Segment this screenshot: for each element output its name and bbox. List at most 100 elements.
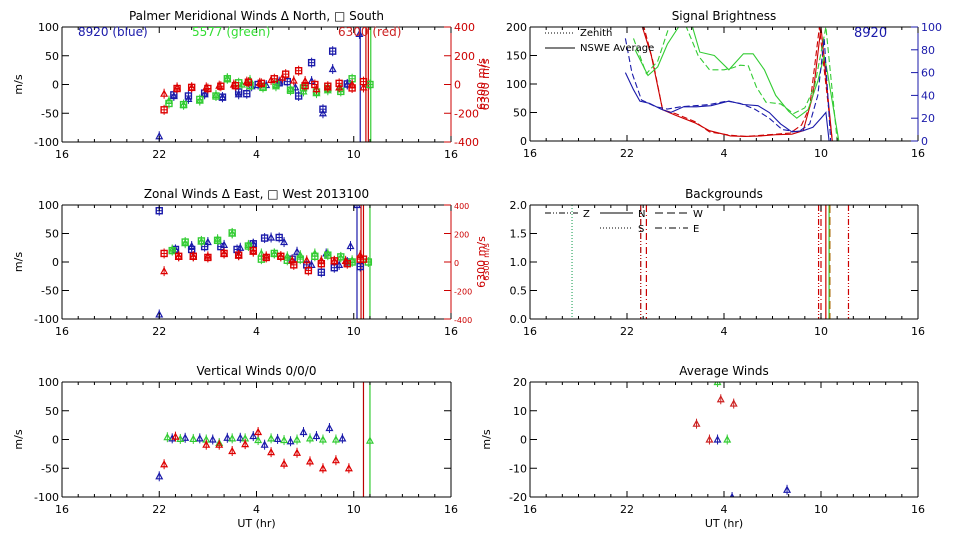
right-y-tick-label: -200 (454, 107, 479, 120)
right-y-tick-label: -400 (454, 316, 472, 325)
chart-title: Backgrounds (685, 187, 763, 201)
y-tick-label: 0.0 (510, 313, 528, 326)
x-tick-label: 4 (253, 325, 260, 338)
panel-zonal: Zonal Winds Δ East, □ West 2013100 16 22 4 1… (12, 187, 491, 338)
y-tick-label: 2.0 (510, 199, 528, 212)
x-tick-label: 4 (721, 325, 728, 338)
right-y-tick-label: 200 (454, 50, 475, 63)
y-tick-label: 0 (520, 135, 527, 148)
series-line (624, 38, 832, 141)
x-tick-label: 16 (523, 325, 537, 338)
y-tick-label: -100 (34, 136, 59, 149)
plot-area (155, 382, 374, 497)
left-axis-label: 6300 m/s (475, 236, 488, 288)
y-tick-label: 100 (38, 21, 59, 34)
panel-backgrounds: Backgrounds 16 22 4 10 16 2.0 1.5 1.0 0.5 0.0 6300 … (475, 187, 925, 338)
x-tick-label: 22 (152, 503, 166, 516)
right-y-tick-label: 60 (921, 67, 935, 80)
y-axis-label: m/s (12, 429, 25, 449)
y-tick-label: 0 (52, 256, 59, 269)
y-tick-label: -50 (41, 107, 59, 120)
legend-label: E (693, 224, 699, 235)
y-tick-label: 0 (52, 79, 59, 92)
chart-title: Average Winds (679, 364, 769, 378)
right-axis-label: 6300 m/s (479, 58, 492, 110)
series-line (634, 27, 840, 141)
x-axis-label: UT (hr) (237, 517, 275, 530)
chart-title: Zonal Winds Δ East, □ West 2013100 (144, 187, 369, 201)
x-tick-label: 4 (253, 148, 260, 161)
y-tick-label: -100 (34, 491, 59, 504)
x-tick-label: 10 (814, 147, 828, 160)
legend-label: S (638, 224, 644, 235)
y-tick-label: 50 (45, 50, 59, 63)
right-y-tick-label: 20 (921, 112, 935, 125)
y-tick-label: 20 (513, 376, 527, 389)
plot-area (692, 382, 792, 497)
x-tick-label: 22 (620, 503, 634, 516)
chart-title: Vertical Winds 0/0/0 (197, 364, 317, 378)
x-tick-label: 22 (620, 147, 634, 160)
x-tick-label: 16 (55, 503, 69, 516)
y-tick-label: -100 (34, 313, 59, 326)
right-y-tick-label: 80 (921, 44, 935, 57)
x-axis-label: UT (hr) (705, 517, 743, 530)
y-tick-label: 100 (38, 199, 59, 212)
x-tick-label: 4 (253, 503, 260, 516)
x-tick-label: 22 (152, 325, 166, 338)
y-tick-label: 0 (52, 434, 59, 447)
chart-title: Signal Brightness (672, 9, 777, 23)
x-tick-label: 4 (721, 503, 728, 516)
x-tick-label: 22 (152, 148, 166, 161)
right-y-tick-label: 200 (454, 231, 469, 240)
y-tick-label: 200 (506, 21, 527, 34)
series-line (624, 72, 830, 141)
legend-label: Zenith (580, 28, 612, 39)
y-axis-label: m/s (480, 429, 493, 449)
legend-label: Z (583, 209, 590, 220)
y-axis-label: m/s (12, 252, 25, 272)
annotation-label: 8920 (854, 26, 887, 41)
right-axis-label: 6300 m/s (482, 243, 491, 281)
x-tick-label: 16 (55, 148, 69, 161)
y-tick-label: 10 (513, 405, 527, 418)
x-tick-label: 16 (911, 503, 925, 516)
annotation-label: 5577 (green) (192, 25, 270, 39)
series-line (643, 27, 833, 141)
y-tick-label: 1.0 (510, 256, 528, 269)
x-tick-label: 16 (523, 503, 537, 516)
x-tick-label: 10 (814, 503, 828, 516)
y-tick-label: 1.5 (510, 228, 528, 241)
annotation-label: 8920 (blue) (78, 25, 148, 39)
y-tick-label: -10 (509, 462, 527, 475)
legend-label: N (638, 209, 645, 220)
y-tick-label: -50 (41, 462, 59, 475)
x-tick-label: 10 (347, 325, 361, 338)
y-tick-label: 50 (45, 228, 59, 241)
right-y-tick-label: 400 (454, 202, 469, 211)
x-tick-label: 16 (444, 503, 458, 516)
x-tick-label: 16 (55, 325, 69, 338)
x-tick-label: 10 (347, 148, 361, 161)
right-y-tick-label: 0 (454, 259, 459, 268)
x-tick-label: 16 (444, 148, 458, 161)
y-tick-label: 150 (506, 50, 527, 63)
right-y-tick-label: 100 (921, 21, 942, 34)
series-line (632, 27, 838, 141)
y-tick-label: 50 (513, 107, 527, 120)
right-y-tick-label: 0 (921, 135, 928, 148)
y-tick-label: 100 (38, 376, 59, 389)
plot-area (155, 205, 373, 319)
y-axis-label: m/s (12, 74, 25, 94)
plot-area (155, 27, 374, 142)
x-tick-label: 16 (444, 325, 458, 338)
x-tick-label: 10 (347, 503, 361, 516)
y-tick-label: -20 (509, 491, 527, 504)
x-tick-label: 22 (620, 325, 634, 338)
x-tick-label: 4 (721, 147, 728, 160)
panel-average: Average Winds 16 22 4 10 16 UT (hr) 20 10 0 -10 -20… (480, 364, 925, 530)
series-line (641, 27, 833, 141)
x-tick-label: 16 (523, 147, 537, 160)
legend-label: W (693, 209, 703, 220)
